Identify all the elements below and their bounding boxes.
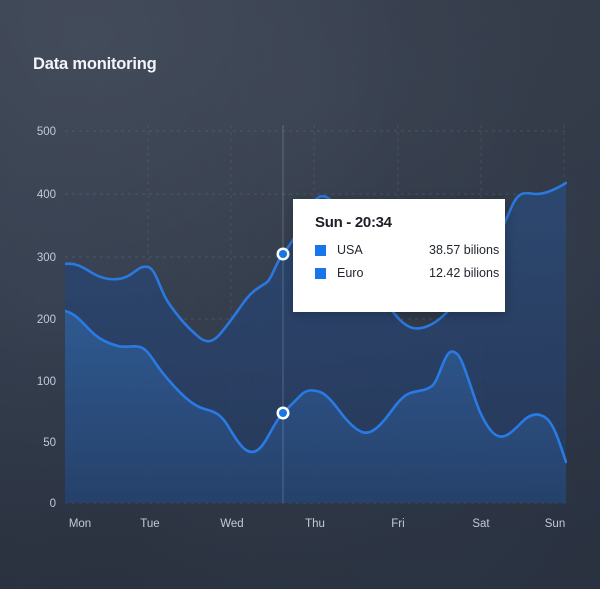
x-tick-tue: Tue [140,518,159,530]
marker-usa[interactable] [276,247,290,261]
x-tick-mon: Mon [69,518,91,530]
x-tick-sun: Sun [545,518,565,530]
x-tick-fri: Fri [391,518,404,530]
legend-swatch-usa-icon [315,244,326,256]
y-tick-1: 400 [37,189,56,201]
tooltip-label-euro: Euro [337,266,364,280]
series-line-euro [65,309,567,464]
y-tick-3: 200 [37,314,56,326]
tooltip-value-euro: 12.42 bilions [429,266,500,280]
y-tick-2: 300 [37,252,56,264]
y-axis-labels: 500 400 300 200 100 50 0 [37,126,56,510]
tooltip-value-usa: 38.57 bilions [429,243,500,257]
page-title: Data monitoring [33,55,157,73]
marker-euro[interactable] [276,406,290,420]
x-tick-wed: Wed [220,518,243,530]
x-tick-thu: Thu [305,518,325,530]
y-tick-6: 0 [50,498,56,510]
tooltip-title: Sun - 20:34 [315,214,392,231]
y-tick-4: 100 [37,376,56,388]
series-area-euro [65,311,566,503]
tooltip-row-usa: USA 38.57 bilions [315,243,499,257]
y-tick-5: 50 [43,437,56,449]
chart-tooltip: Sun - 20:34 USA 38.57 bilions Euro 12.42… [293,199,505,312]
tooltip-row-euro: Euro 12.42 bilions [315,266,499,280]
legend-swatch-euro-icon [315,267,326,279]
x-tick-sat: Sat [472,518,490,530]
x-axis-labels: Mon Tue Wed Thu Fri Sat Sun [69,518,565,530]
tooltip-label-usa: USA [337,243,363,257]
y-tick-0: 500 [37,126,56,138]
